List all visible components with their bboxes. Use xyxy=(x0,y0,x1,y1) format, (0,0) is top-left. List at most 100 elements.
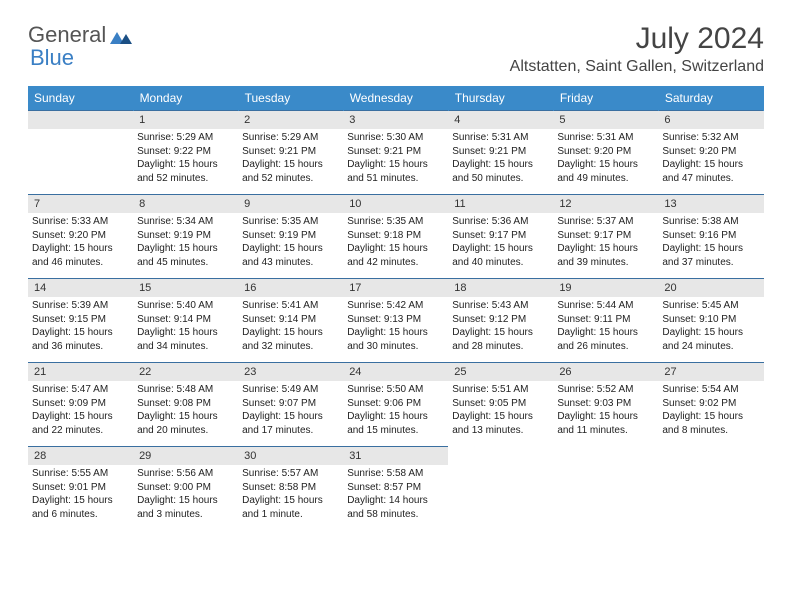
day-details: Sunrise: 5:43 AMSunset: 9:12 PMDaylight:… xyxy=(448,297,553,353)
sunset-text: Sunset: 9:16 PM xyxy=(662,229,759,243)
sunrise-text: Sunrise: 5:32 AM xyxy=(662,131,759,145)
day-number: 11 xyxy=(448,195,553,213)
sunrise-text: Sunrise: 5:51 AM xyxy=(452,383,549,397)
page-header: General July 2024 Altstatten, Saint Gall… xyxy=(28,22,764,76)
daylight-text: Daylight: 15 hours and 26 minutes. xyxy=(557,326,654,353)
sunset-text: Sunset: 9:07 PM xyxy=(242,397,339,411)
calendar-week-row: 7Sunrise: 5:33 AMSunset: 9:20 PMDaylight… xyxy=(28,195,764,279)
day-number: 6 xyxy=(658,111,763,129)
calendar-day-cell xyxy=(658,447,763,531)
day-details: Sunrise: 5:29 AMSunset: 9:21 PMDaylight:… xyxy=(238,129,343,185)
calendar-body: 1Sunrise: 5:29 AMSunset: 9:22 PMDaylight… xyxy=(28,111,764,531)
day-number: 30 xyxy=(238,447,343,465)
sunset-text: Sunset: 9:20 PM xyxy=(557,145,654,159)
day-details: Sunrise: 5:37 AMSunset: 9:17 PMDaylight:… xyxy=(553,213,658,269)
sunset-text: Sunset: 9:21 PM xyxy=(242,145,339,159)
calendar-table: Sunday Monday Tuesday Wednesday Thursday… xyxy=(28,86,764,531)
sunrise-text: Sunrise: 5:35 AM xyxy=(347,215,444,229)
day-number: 24 xyxy=(343,363,448,381)
day-details: Sunrise: 5:33 AMSunset: 9:20 PMDaylight:… xyxy=(28,213,133,269)
calendar-day-cell: 29Sunrise: 5:56 AMSunset: 9:00 PMDayligh… xyxy=(133,447,238,531)
daylight-text: Daylight: 15 hours and 30 minutes. xyxy=(347,326,444,353)
day-number: 28 xyxy=(28,447,133,465)
calendar-header-row: Sunday Monday Tuesday Wednesday Thursday… xyxy=(28,86,764,111)
calendar-day-cell: 24Sunrise: 5:50 AMSunset: 9:06 PMDayligh… xyxy=(343,363,448,447)
daylight-text: Daylight: 15 hours and 24 minutes. xyxy=(662,326,759,353)
calendar-day-cell: 14Sunrise: 5:39 AMSunset: 9:15 PMDayligh… xyxy=(28,279,133,363)
calendar-day-cell xyxy=(553,447,658,531)
calendar-day-cell: 8Sunrise: 5:34 AMSunset: 9:19 PMDaylight… xyxy=(133,195,238,279)
day-details: Sunrise: 5:48 AMSunset: 9:08 PMDaylight:… xyxy=(133,381,238,437)
day-number: 31 xyxy=(343,447,448,465)
calendar-day-cell: 3Sunrise: 5:30 AMSunset: 9:21 PMDaylight… xyxy=(343,111,448,195)
day-number: 1 xyxy=(133,111,238,129)
month-title: July 2024 xyxy=(510,22,764,56)
sunrise-text: Sunrise: 5:58 AM xyxy=(347,467,444,481)
daylight-text: Daylight: 15 hours and 45 minutes. xyxy=(137,242,234,269)
sunset-text: Sunset: 9:14 PM xyxy=(137,313,234,327)
calendar-day-cell: 17Sunrise: 5:42 AMSunset: 9:13 PMDayligh… xyxy=(343,279,448,363)
calendar-day-cell: 11Sunrise: 5:36 AMSunset: 9:17 PMDayligh… xyxy=(448,195,553,279)
daylight-text: Daylight: 15 hours and 3 minutes. xyxy=(137,494,234,521)
sunset-text: Sunset: 9:21 PM xyxy=(452,145,549,159)
daylight-text: Daylight: 15 hours and 40 minutes. xyxy=(452,242,549,269)
sunrise-text: Sunrise: 5:55 AM xyxy=(32,467,129,481)
day-details: Sunrise: 5:35 AMSunset: 9:18 PMDaylight:… xyxy=(343,213,448,269)
day-number: 9 xyxy=(238,195,343,213)
day-details: Sunrise: 5:50 AMSunset: 9:06 PMDaylight:… xyxy=(343,381,448,437)
sunset-text: Sunset: 9:14 PM xyxy=(242,313,339,327)
calendar-day-cell: 19Sunrise: 5:44 AMSunset: 9:11 PMDayligh… xyxy=(553,279,658,363)
sunset-text: Sunset: 9:09 PM xyxy=(32,397,129,411)
sunrise-text: Sunrise: 5:57 AM xyxy=(242,467,339,481)
calendar-day-cell xyxy=(28,111,133,195)
day-details: Sunrise: 5:38 AMSunset: 9:16 PMDaylight:… xyxy=(658,213,763,269)
daylight-text: Daylight: 15 hours and 22 minutes. xyxy=(32,410,129,437)
sunset-text: Sunset: 9:05 PM xyxy=(452,397,549,411)
calendar-page: General July 2024 Altstatten, Saint Gall… xyxy=(0,0,792,531)
day-number: 19 xyxy=(553,279,658,297)
calendar-day-cell: 25Sunrise: 5:51 AMSunset: 9:05 PMDayligh… xyxy=(448,363,553,447)
day-details: Sunrise: 5:40 AMSunset: 9:14 PMDaylight:… xyxy=(133,297,238,353)
sunset-text: Sunset: 9:20 PM xyxy=(662,145,759,159)
calendar-week-row: 1Sunrise: 5:29 AMSunset: 9:22 PMDaylight… xyxy=(28,111,764,195)
sunset-text: Sunset: 9:13 PM xyxy=(347,313,444,327)
daylight-text: Daylight: 15 hours and 42 minutes. xyxy=(347,242,444,269)
day-details: Sunrise: 5:58 AMSunset: 8:57 PMDaylight:… xyxy=(343,465,448,521)
day-number: 5 xyxy=(553,111,658,129)
day-details: Sunrise: 5:45 AMSunset: 9:10 PMDaylight:… xyxy=(658,297,763,353)
calendar-day-cell: 7Sunrise: 5:33 AMSunset: 9:20 PMDaylight… xyxy=(28,195,133,279)
sunrise-text: Sunrise: 5:47 AM xyxy=(32,383,129,397)
day-number: 13 xyxy=(658,195,763,213)
day-details: Sunrise: 5:39 AMSunset: 9:15 PMDaylight:… xyxy=(28,297,133,353)
daylight-text: Daylight: 15 hours and 36 minutes. xyxy=(32,326,129,353)
daylight-text: Daylight: 15 hours and 49 minutes. xyxy=(557,158,654,185)
sunset-text: Sunset: 9:18 PM xyxy=(347,229,444,243)
day-details: Sunrise: 5:36 AMSunset: 9:17 PMDaylight:… xyxy=(448,213,553,269)
day-number: 8 xyxy=(133,195,238,213)
weekday-header: Thursday xyxy=(448,86,553,111)
day-details: Sunrise: 5:31 AMSunset: 9:20 PMDaylight:… xyxy=(553,129,658,185)
sunrise-text: Sunrise: 5:36 AM xyxy=(452,215,549,229)
logo-triangle-icon xyxy=(110,24,132,50)
sunset-text: Sunset: 9:21 PM xyxy=(347,145,444,159)
sunrise-text: Sunrise: 5:31 AM xyxy=(557,131,654,145)
day-number: 17 xyxy=(343,279,448,297)
calendar-week-row: 28Sunrise: 5:55 AMSunset: 9:01 PMDayligh… xyxy=(28,447,764,531)
sunrise-text: Sunrise: 5:43 AM xyxy=(452,299,549,313)
day-details: Sunrise: 5:42 AMSunset: 9:13 PMDaylight:… xyxy=(343,297,448,353)
day-number: 18 xyxy=(448,279,553,297)
sunset-text: Sunset: 9:17 PM xyxy=(557,229,654,243)
sunset-text: Sunset: 9:15 PM xyxy=(32,313,129,327)
sunrise-text: Sunrise: 5:50 AM xyxy=(347,383,444,397)
calendar-day-cell: 5Sunrise: 5:31 AMSunset: 9:20 PMDaylight… xyxy=(553,111,658,195)
daylight-text: Daylight: 15 hours and 11 minutes. xyxy=(557,410,654,437)
sunrise-text: Sunrise: 5:45 AM xyxy=(662,299,759,313)
calendar-day-cell: 20Sunrise: 5:45 AMSunset: 9:10 PMDayligh… xyxy=(658,279,763,363)
sunrise-text: Sunrise: 5:37 AM xyxy=(557,215,654,229)
daylight-text: Daylight: 15 hours and 46 minutes. xyxy=(32,242,129,269)
day-details: Sunrise: 5:54 AMSunset: 9:02 PMDaylight:… xyxy=(658,381,763,437)
daylight-text: Daylight: 15 hours and 51 minutes. xyxy=(347,158,444,185)
calendar-week-row: 14Sunrise: 5:39 AMSunset: 9:15 PMDayligh… xyxy=(28,279,764,363)
day-number xyxy=(28,111,133,129)
sunset-text: Sunset: 8:58 PM xyxy=(242,481,339,495)
